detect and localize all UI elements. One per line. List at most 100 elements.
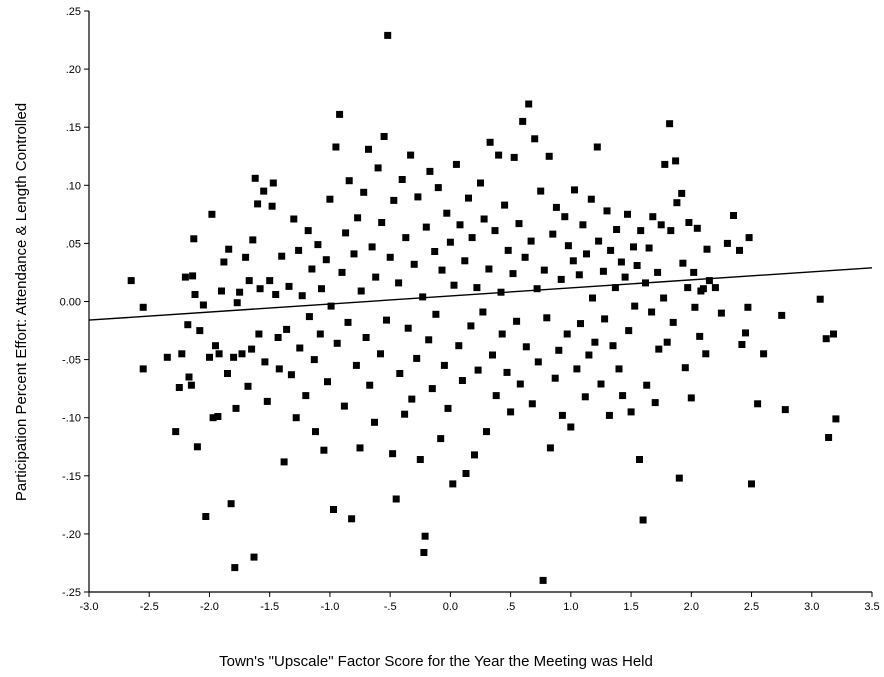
data-point	[242, 253, 250, 261]
data-point	[184, 321, 192, 329]
data-point	[825, 434, 833, 441]
plot-area: -3.0 -2.5 -2.0 -1.5 -1.0 -.5 0.0 .5 1.0 1.5 2.0 2.5…	[60, 6, 880, 613]
data-point	[748, 480, 755, 488]
data-point	[431, 248, 439, 255]
x-tick-label: 3.0	[804, 601, 819, 613]
data-point	[684, 284, 692, 292]
data-point	[630, 243, 637, 251]
data-point	[172, 428, 180, 436]
data-point	[515, 220, 523, 228]
data-point	[495, 151, 503, 159]
data-point	[189, 272, 197, 280]
data-point	[402, 234, 410, 242]
data-point	[357, 287, 365, 295]
data-point	[396, 370, 404, 377]
data-point	[491, 227, 499, 235]
data-point	[503, 368, 511, 376]
x-tick-label: -3.0	[80, 601, 99, 613]
data-point	[591, 338, 599, 346]
data-point	[413, 354, 421, 362]
data-point	[139, 303, 147, 311]
data-point	[669, 318, 677, 326]
data-point	[531, 135, 539, 143]
data-point	[473, 284, 481, 292]
data-point	[366, 381, 374, 389]
data-point	[522, 343, 530, 351]
data-point	[462, 470, 470, 477]
data-point	[693, 224, 701, 232]
data-point	[236, 288, 244, 296]
y-axis-ticks: .25 .20 .15 .10 .05 0.00 -.05 -.10 -.15 -.20 -.25	[60, 6, 89, 599]
data-point	[613, 226, 621, 233]
data-point	[690, 268, 698, 276]
data-point	[552, 203, 560, 211]
data-point	[414, 193, 422, 201]
data-point	[703, 245, 711, 253]
data-point	[263, 397, 271, 405]
data-point	[422, 223, 430, 231]
data-point	[248, 345, 256, 353]
data-point	[455, 342, 463, 350]
y-tick-label: .20	[66, 64, 81, 76]
data-point	[380, 133, 388, 140]
data-point	[333, 339, 341, 347]
data-point	[745, 234, 753, 242]
x-tick-label: 2.0	[684, 601, 699, 613]
data-point	[320, 446, 328, 454]
data-point	[254, 200, 262, 208]
data-point	[285, 282, 293, 290]
data-point	[238, 350, 246, 358]
data-point	[444, 404, 452, 412]
data-point	[360, 188, 368, 196]
data-point	[507, 408, 515, 416]
data-point	[564, 242, 572, 250]
data-point	[181, 273, 189, 281]
data-point	[383, 316, 390, 324]
data-point	[233, 299, 241, 307]
data-point	[742, 329, 749, 337]
data-point	[342, 229, 350, 237]
data-point	[404, 324, 412, 332]
data-point	[525, 100, 533, 108]
y-axis-label: Participation Percent Effort: Attendance…	[13, 103, 30, 501]
y-tick-label: 0.00	[60, 297, 81, 309]
data-point	[557, 275, 565, 283]
data-point	[492, 392, 500, 400]
data-point	[332, 143, 340, 151]
y-tick-label: .25	[66, 6, 81, 18]
data-point	[822, 335, 830, 343]
data-point	[214, 413, 222, 420]
data-point	[567, 423, 575, 431]
data-point	[723, 239, 731, 247]
data-point	[456, 221, 464, 229]
data-point	[449, 480, 457, 488]
data-point	[280, 458, 288, 466]
data-point	[378, 219, 386, 226]
data-point	[597, 380, 605, 388]
data-point	[231, 564, 239, 572]
data-point	[268, 202, 276, 210]
data-point	[561, 213, 569, 221]
data-point	[401, 410, 409, 418]
data-point	[420, 549, 428, 556]
data-point	[816, 295, 824, 303]
data-point	[555, 346, 563, 354]
data-point	[486, 138, 494, 146]
y-tick-label: .05	[66, 238, 81, 250]
data-point	[581, 393, 589, 401]
data-point	[489, 351, 496, 359]
data-point	[190, 235, 198, 243]
data-point	[717, 309, 725, 317]
data-point	[408, 395, 416, 403]
x-tick-label: 1.0	[563, 601, 578, 613]
data-points	[127, 31, 840, 584]
x-tick-label: -1.0	[320, 601, 339, 613]
data-point	[663, 338, 671, 346]
data-point	[318, 285, 325, 293]
data-point	[255, 330, 263, 338]
data-point	[615, 365, 623, 373]
data-point	[410, 260, 418, 268]
data-point	[519, 117, 527, 125]
data-point	[696, 332, 704, 340]
data-point	[326, 195, 334, 203]
